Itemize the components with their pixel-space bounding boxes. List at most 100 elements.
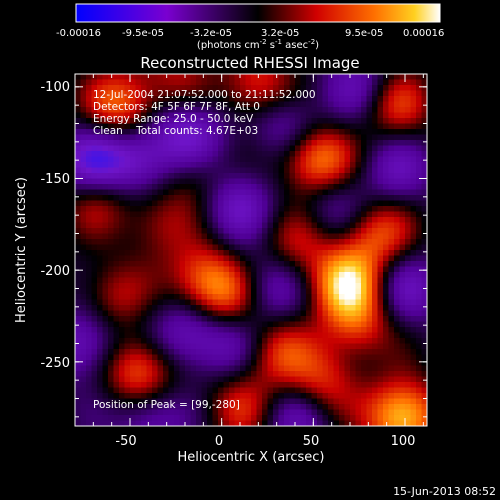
heatmap-cell [344, 189, 351, 196]
heatmap-cell [174, 228, 180, 234]
heatmap-cell [278, 107, 285, 113]
heatmap-cell [240, 365, 246, 372]
heatmap-cell [190, 195, 197, 201]
heatmap-cell [306, 332, 312, 339]
heatmap-cell [234, 299, 241, 306]
heatmap-cell [273, 123, 279, 130]
heatmap-cell [190, 90, 197, 97]
heatmap-cell [311, 294, 318, 300]
heatmap-cell [410, 211, 417, 218]
heatmap-cell [311, 101, 318, 108]
heatmap-cell [240, 189, 246, 196]
heatmap-cell [267, 382, 274, 388]
heatmap-cell [388, 316, 395, 322]
heatmap-cell [124, 327, 131, 333]
heatmap-cell [295, 118, 301, 124]
heatmap-cell [152, 151, 158, 157]
heatmap-cell [256, 338, 263, 344]
heatmap-cell [394, 261, 400, 267]
heatmap-cell [372, 74, 378, 80]
heatmap-cell [108, 349, 114, 355]
heatmap-cell [278, 96, 285, 102]
heatmap-cell [163, 272, 169, 278]
heatmap-cell [223, 255, 230, 262]
heatmap-cell [306, 123, 312, 130]
heatmap-cell [229, 173, 235, 179]
heatmap-cell [141, 354, 147, 361]
heatmap-cell [157, 255, 164, 262]
heatmap-cell [152, 101, 158, 108]
heatmap-cell [185, 123, 191, 130]
heatmap-cell [372, 101, 378, 108]
heatmap-cell [289, 244, 296, 251]
heatmap-cell [306, 145, 312, 152]
heatmap-cell [350, 79, 356, 86]
heatmap-cell [328, 211, 334, 218]
heatmap-cell [141, 321, 147, 328]
heatmap-cell [410, 239, 417, 245]
heatmap-cell [361, 321, 367, 328]
heatmap-cell [185, 239, 191, 245]
heatmap-cell [322, 288, 329, 295]
heatmap-cell [289, 371, 296, 377]
heatmap-cell [201, 244, 208, 251]
heatmap-cell [152, 134, 158, 141]
heatmap-cell [306, 156, 312, 163]
heatmap-cell [174, 349, 180, 355]
heatmap-cell [135, 283, 142, 289]
heatmap-cell [267, 206, 274, 212]
heatmap-cell [130, 277, 136, 284]
heatmap-cell [311, 420, 318, 426]
heatmap-cell [240, 217, 246, 223]
heatmap-cell [218, 250, 224, 256]
heatmap-cell [421, 250, 427, 256]
heatmap-cell [278, 387, 285, 394]
heatmap-cell [163, 167, 169, 174]
heatmap-cell [229, 134, 235, 141]
heatmap-cell [86, 305, 92, 311]
heatmap-cell [251, 266, 257, 273]
heatmap-cell [80, 118, 87, 124]
heatmap-cell [421, 129, 427, 135]
heatmap-cell [251, 299, 257, 306]
heatmap-cell [86, 332, 92, 339]
heatmap-cell [234, 90, 241, 97]
heatmap-cell [421, 283, 427, 289]
heatmap-cell [141, 349, 147, 355]
heatmap-cell [372, 382, 378, 388]
heatmap-cell [410, 305, 417, 311]
heatmap-cell [295, 272, 301, 278]
heatmap-cell [262, 167, 268, 174]
heatmap-cell [295, 211, 301, 218]
heatmap-cell [240, 85, 246, 91]
heatmap-cell [223, 112, 230, 119]
heatmap-cell [344, 338, 351, 344]
heatmap-cell [322, 360, 329, 366]
heatmap-cell [245, 409, 252, 416]
heatmap-cell [399, 96, 406, 102]
heatmap-cell [223, 332, 230, 339]
heatmap-cell [262, 354, 268, 361]
heatmap-cell [311, 211, 318, 218]
heatmap-cell [311, 354, 318, 361]
heatmap-cell [212, 145, 219, 152]
heatmap-cell [174, 74, 180, 80]
heatmap-cell [333, 387, 340, 394]
heatmap-cell [245, 387, 252, 394]
heatmap-cell [344, 101, 351, 108]
heatmap-cell [306, 261, 312, 267]
heatmap-cell [306, 162, 312, 168]
heatmap-cell [240, 272, 246, 278]
heatmap-cell [97, 112, 103, 119]
heatmap-cell [377, 255, 384, 262]
heatmap-cell [262, 283, 268, 289]
heatmap-cell [113, 211, 120, 218]
heatmap-cell [355, 206, 362, 212]
heatmap-cell [399, 382, 406, 388]
heatmap-cell [410, 167, 417, 174]
heatmap-cell [201, 420, 208, 426]
heatmap-cell [328, 239, 334, 245]
heatmap-cell [91, 283, 98, 289]
heatmap-cell [152, 272, 158, 278]
heatmap-cell [366, 200, 373, 207]
